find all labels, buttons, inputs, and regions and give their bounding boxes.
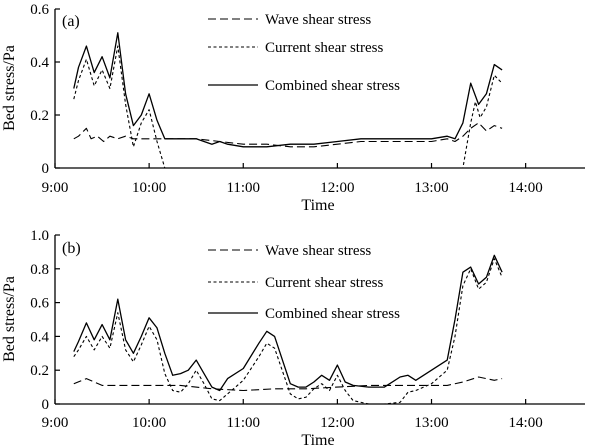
x-tick-label: 14:00 [509, 180, 543, 196]
x-tick-label: 9:00 [42, 180, 69, 196]
x-tick-label: 13:00 [414, 415, 448, 431]
panel-a: 9:00 10:00 11:00 12:00 13:00 14:00 0 0.2 0.4 0.6 T… [1, 2, 585, 214]
series-line-dotted [73, 45, 503, 169]
x-tick-label: 12:00 [320, 415, 354, 431]
y-tick-label: 0.8 [30, 262, 49, 278]
legend-label: Current shear stress [265, 40, 383, 56]
series-line-dashed [73, 376, 503, 392]
y-tick-label: 0.6 [30, 2, 49, 18]
x-tick-label: 11:00 [226, 180, 260, 196]
x-tick-label: 9:00 [42, 415, 69, 431]
legend-label: Combined shear stress [265, 78, 400, 94]
y-tick-label: 0.4 [30, 55, 49, 71]
x-tick-label: 11:00 [226, 415, 260, 431]
y-tick-label: 0 [42, 397, 50, 413]
x-axis-title: Time [301, 432, 334, 447]
panel-label: (b) [62, 240, 81, 257]
y-tick-label: 0 [42, 161, 50, 177]
series-line-solid [73, 254, 503, 392]
y-axis-title: Bed stress/Pa [1, 45, 18, 131]
legend-label: Combined shear stress [265, 306, 400, 322]
panel-b: 9:00 10:00 11:00 12:00 13:00 14:00 0 0.2 0.4 0.6 0… [1, 228, 585, 447]
x-tick-label: 13:00 [414, 180, 448, 196]
legend-label: Wave shear stress [265, 12, 371, 28]
legend-label: Current shear stress [265, 275, 383, 291]
x-tick-label: 12:00 [320, 180, 354, 196]
x-tick-label: 14:00 [509, 415, 543, 431]
y-tick-label: 0.2 [30, 363, 49, 379]
series-line-dashed [73, 122, 503, 148]
x-axis-title: Time [301, 197, 334, 214]
panel-label: (a) [62, 13, 80, 30]
x-tick-label: 10:00 [132, 180, 166, 196]
y-axis-title: Bed stress/Pa [1, 276, 18, 362]
legend-label: Wave shear stress [265, 243, 371, 259]
series-line-dotted [73, 258, 503, 405]
y-tick-label: 0.6 [30, 296, 49, 312]
y-tick-label: 0.4 [30, 329, 49, 345]
x-tick-label: 10:00 [132, 415, 166, 431]
y-tick-label: 1.0 [30, 228, 49, 244]
y-tick-label: 0.2 [30, 108, 49, 124]
series-line-solid [73, 32, 503, 148]
